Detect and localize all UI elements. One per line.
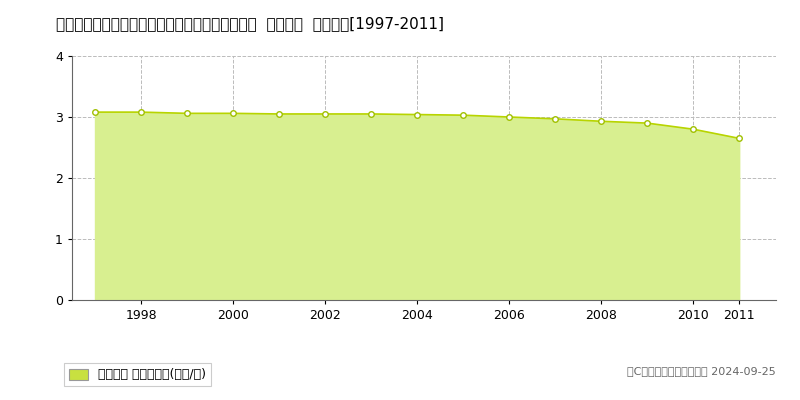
Text: （C）土地価格ドットコム 2024-09-25: （C）土地価格ドットコム 2024-09-25: [627, 366, 776, 376]
Text: 長野県南佐久郡南牧村大字海尻字下殿岡６３０番  基準地価  地価推移[1997-2011]: 長野県南佐久郡南牧村大字海尻字下殿岡６３０番 基準地価 地価推移[1997-20…: [56, 16, 444, 31]
Legend: 基準地価 平均坪単価(万円/坪): 基準地価 平均坪単価(万円/坪): [64, 364, 211, 386]
